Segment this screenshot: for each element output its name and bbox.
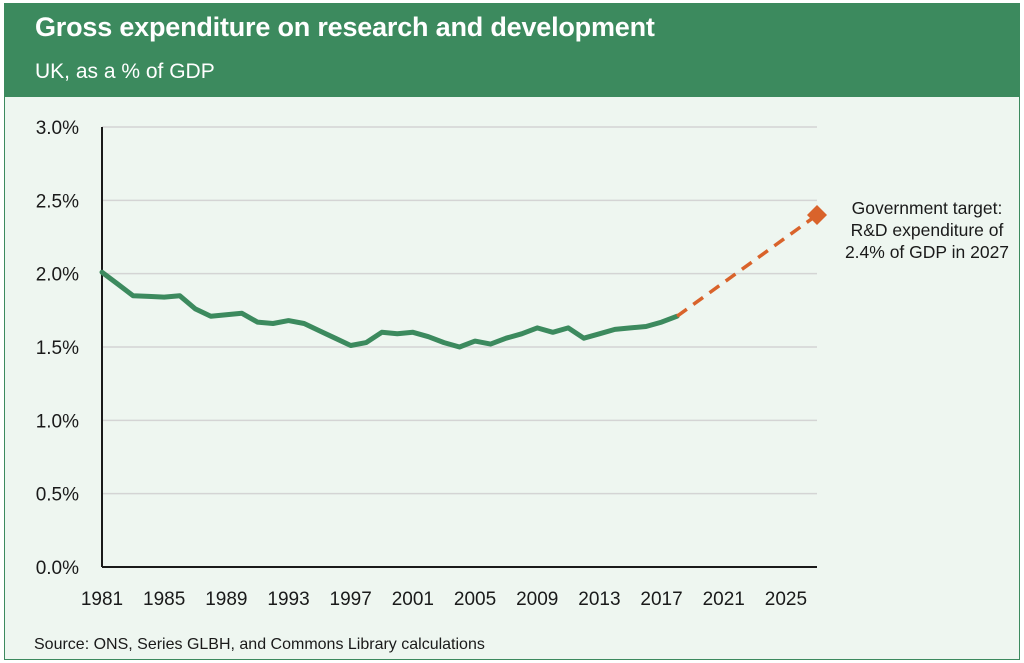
chart-title: Gross expenditure on research and develo… xyxy=(35,12,655,42)
x-tick-label: 2005 xyxy=(454,589,496,610)
target-marker xyxy=(807,205,827,225)
x-tick-label: 1989 xyxy=(205,589,247,610)
line-chart: 0.0% 0.5% 1.0% 1.5% 2.0% 2.5% 3.0% 1981 1985 1989… xyxy=(36,118,1009,610)
chart-frame: Gross expenditure on research and develo… xyxy=(4,3,1020,660)
y-tick-label: 2.0% xyxy=(36,265,79,286)
y-tick-label: 2.5% xyxy=(36,191,79,212)
source-note: Source: ONS, Series GLBH, and Commons Li… xyxy=(34,636,485,653)
x-tick-label: 2025 xyxy=(765,589,807,610)
x-tick-label: 2021 xyxy=(703,589,745,610)
y-tick-label: 1.5% xyxy=(36,338,79,359)
x-tick-label: 1981 xyxy=(81,589,123,610)
x-tick-label: 2013 xyxy=(578,589,620,610)
x-tick-label: 1985 xyxy=(143,589,185,610)
x-tick-label: 1993 xyxy=(267,589,309,610)
y-tick-label: 0.5% xyxy=(36,485,79,506)
x-tick-label: 2017 xyxy=(640,589,682,610)
rd-expenditure-line xyxy=(99,269,680,350)
chart-subtitle: UK, as a % of GDP xyxy=(35,60,215,83)
x-tick-label: 1997 xyxy=(330,589,372,610)
target-projection-line xyxy=(676,213,819,318)
y-tick-label: 0.0% xyxy=(36,558,79,579)
target-annotation-line: 2.4% of GDP in 2027 xyxy=(845,242,1009,262)
chart-header: Gross expenditure on research and develo… xyxy=(5,4,1019,97)
target-annotation-line: R&D expenditure of xyxy=(851,220,1004,240)
y-tick-label: 1.0% xyxy=(36,411,79,432)
x-tick-label: 2001 xyxy=(392,589,434,610)
y-tick-label: 3.0% xyxy=(36,118,79,139)
x-tick-label: 2009 xyxy=(516,589,558,610)
target-annotation-line: Government target: xyxy=(852,198,1003,218)
